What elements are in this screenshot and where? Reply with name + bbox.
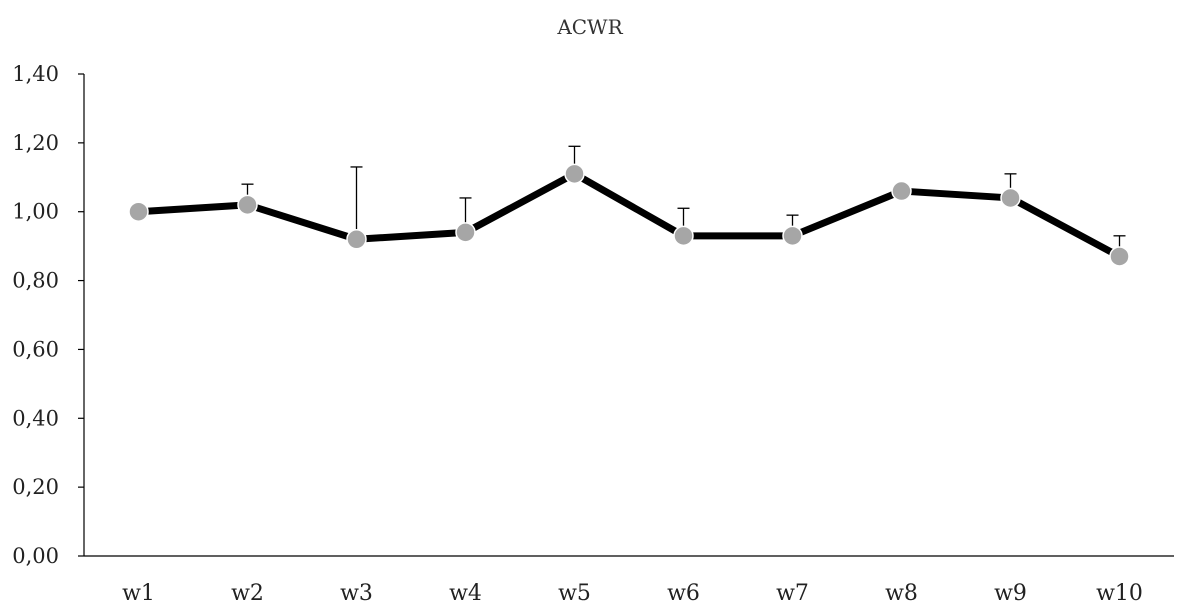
y-tick-label: 1,00 [12, 200, 59, 224]
x-tick-label: w7 [776, 581, 809, 606]
x-tick-label: w10 [1096, 581, 1143, 606]
y-tick-label: 0,00 [12, 544, 59, 568]
series-line-group [138, 170, 1122, 260]
data-point [564, 163, 585, 185]
data-point [1000, 187, 1021, 209]
data-point [346, 229, 367, 250]
data-point [237, 194, 258, 216]
data-point [128, 201, 149, 222]
data-point [891, 180, 912, 202]
x-tick-label: w8 [885, 581, 918, 606]
series-line [138, 170, 1122, 260]
y-axis: 0,00 0,20 0,40 0,60 0,80 1,00 1,20 1,40 [12, 62, 85, 568]
y-tick-label: 1,20 [12, 131, 59, 155]
x-axis: w1 w2 w3 w4 w5 w6 w7 w8 w9 w10 [84, 555, 1174, 606]
chart-title: ACWR [556, 15, 623, 39]
x-tick-label: w4 [449, 581, 482, 606]
data-point [455, 222, 476, 243]
x-tick-label: w2 [231, 581, 264, 606]
y-tick-label: 0,60 [12, 337, 59, 361]
x-tick-label: w1 [122, 581, 155, 606]
x-tick-label: w6 [667, 581, 700, 606]
x-tick-label: w9 [994, 581, 1027, 606]
x-tick-label: w5 [558, 581, 591, 606]
data-point [782, 225, 803, 247]
y-tick-label: 0,80 [12, 269, 59, 293]
y-tick-label: 0,20 [12, 475, 59, 499]
y-tick-label: 0,40 [12, 406, 59, 430]
data-point [673, 225, 694, 247]
data-point [1109, 246, 1130, 267]
y-tick-label: 1,40 [12, 62, 59, 86]
x-tick-label: w3 [340, 581, 373, 606]
data-markers [128, 163, 1130, 267]
